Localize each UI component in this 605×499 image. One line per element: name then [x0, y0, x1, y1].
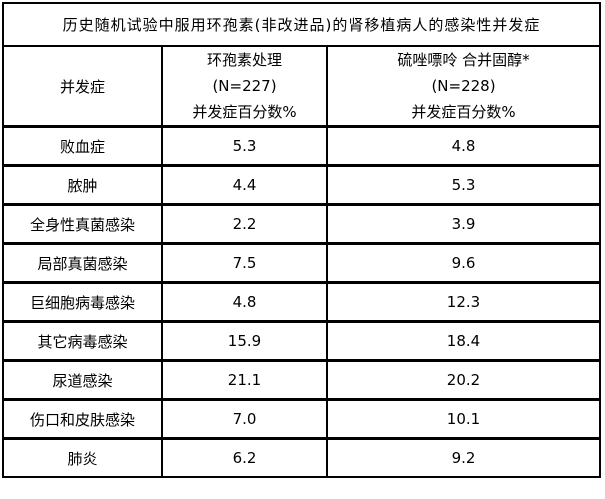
row-cyclosporine-value: 2.2	[161, 203, 328, 245]
header-azathioprine-n: (N=228)	[431, 77, 496, 95]
row-azathioprine-value: 4.8	[326, 125, 601, 167]
header-azathioprine-group: 硫唑嘌呤 合并固醇* (N=228) 并发症百分数%	[326, 45, 601, 128]
row-cyclosporine-value: 7.0	[161, 398, 328, 440]
header-cyclosporine-n: (N=227)	[212, 77, 277, 95]
table-row-septicemia: 败血症 5.3 4.8	[2, 125, 601, 167]
row-label: 败血症	[2, 125, 163, 167]
table-row-systemic-fungal: 全身性真菌感染 2.2 3.9	[2, 203, 601, 245]
table-title-row: 历史随机试验中服用环孢素(非改进品)的肾移植病人的感染性并发症	[2, 2, 601, 47]
row-label: 全身性真菌感染	[2, 203, 163, 245]
header-complication: 并发症	[2, 45, 163, 128]
header-cyclosporine-percent-label: 并发症百分数%	[192, 103, 297, 121]
row-azathioprine-value: 10.1	[326, 398, 601, 440]
row-label: 巨细胞病毒感染	[2, 281, 163, 323]
row-cyclosporine-value: 4.4	[161, 164, 328, 206]
table-row-abscess: 脓肿 4.4 5.3	[2, 164, 601, 206]
infection-complications-table: 历史随机试验中服用环孢素(非改进品)的肾移植病人的感染性并发症 并发症 环孢素处…	[2, 2, 601, 478]
table-row-local-fungal: 局部真菌感染 7.5 9.6	[2, 242, 601, 284]
table-title: 历史随机试验中服用环孢素(非改进品)的肾移植病人的感染性并发症	[2, 2, 601, 47]
table-row-cmv: 巨细胞病毒感染 4.8 12.3	[2, 281, 601, 323]
row-label: 其它病毒感染	[2, 320, 163, 362]
row-label: 尿道感染	[2, 359, 163, 401]
row-cyclosporine-value: 21.1	[161, 359, 328, 401]
table-row-pneumonia: 肺炎 6.2 9.2	[2, 437, 601, 478]
row-label: 局部真菌感染	[2, 242, 163, 284]
row-cyclosporine-value: 6.2	[161, 437, 328, 478]
header-cyclosporine-group: 环孢素处理 (N=227) 并发症百分数%	[161, 45, 328, 128]
table-row-other-viral: 其它病毒感染 15.9 18.4	[2, 320, 601, 362]
table-header-row: 并发症 环孢素处理 (N=227) 并发症百分数% 硫唑嘌呤 合并固醇* (N=…	[2, 45, 601, 128]
row-azathioprine-value: 9.2	[326, 437, 601, 478]
header-cyclosporine-name: 环孢素处理	[206, 51, 282, 69]
row-cyclosporine-value: 4.8	[161, 281, 328, 323]
table-row-wound-skin: 伤口和皮肤感染 7.0 10.1	[2, 398, 601, 440]
row-azathioprine-value: 5.3	[326, 164, 601, 206]
row-cyclosporine-value: 5.3	[161, 125, 328, 167]
row-cyclosporine-value: 15.9	[161, 320, 328, 362]
row-label: 脓肿	[2, 164, 163, 206]
row-cyclosporine-value: 7.5	[161, 242, 328, 284]
row-azathioprine-value: 20.2	[326, 359, 601, 401]
row-azathioprine-value: 3.9	[326, 203, 601, 245]
header-azathioprine-name: 硫唑嘌呤 合并固醇*	[397, 51, 530, 69]
row-label: 伤口和皮肤感染	[2, 398, 163, 440]
row-azathioprine-value: 12.3	[326, 281, 601, 323]
row-azathioprine-value: 18.4	[326, 320, 601, 362]
table-row-urinary: 尿道感染 21.1 20.2	[2, 359, 601, 401]
row-azathioprine-value: 9.6	[326, 242, 601, 284]
row-label: 肺炎	[2, 437, 163, 478]
header-azathioprine-percent-label: 并发症百分数%	[411, 103, 516, 121]
